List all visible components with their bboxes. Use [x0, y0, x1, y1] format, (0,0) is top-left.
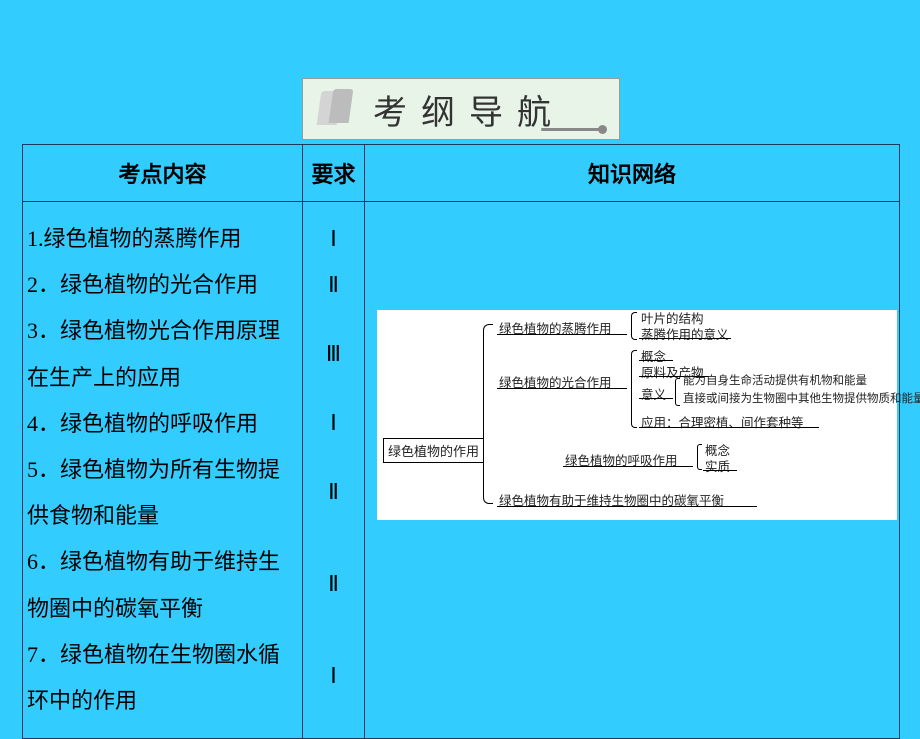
req-3: Ⅲ — [303, 308, 364, 400]
header-requirement: 要求 — [303, 145, 365, 202]
u3b — [703, 470, 737, 471]
u2d — [639, 427, 819, 428]
point-6: 6．绿色植物有助于维持生物圈中的碳氧平衡 — [27, 539, 298, 631]
req-5: Ⅱ — [303, 447, 364, 539]
table-body-row: 1.绿色植物的蒸腾作用 2．绿色植物的光合作用 3．绿色植物光合作用原理在生产上… — [23, 202, 900, 739]
table-header-row: 考点内容 要求 知识网络 — [23, 145, 900, 202]
banner-title: 考纲导航 — [373, 85, 565, 134]
req-2: Ⅱ — [303, 262, 364, 308]
leaf-3b: 实质 — [705, 456, 730, 475]
point-4: 4．绿色植物的呼吸作用 — [27, 401, 298, 447]
underline-1b — [639, 338, 731, 339]
req-4: Ⅰ — [303, 400, 364, 446]
req-7: Ⅰ — [303, 631, 364, 723]
req-1: Ⅰ — [303, 216, 364, 262]
leaf-2d: 应用：合理密植、间作套种等 — [641, 412, 804, 431]
leaf-2c: 意义 — [641, 384, 666, 403]
leaf-2c2: 直接或间接为生物圈中其他生物提供物质和能量 — [683, 390, 920, 406]
network-root: 绿色植物的作用 — [383, 438, 484, 463]
point-3: 3．绿色植物光合作用原理在生产上的应用 — [27, 308, 298, 400]
req-6: Ⅱ — [303, 539, 364, 631]
header-network: 知识网络 — [365, 145, 900, 202]
knowledge-network-diagram: 绿色植物的作用 绿色植物的蒸腾作用 叶片的结构 蒸腾作用的意义 绿色植物的光合作… — [377, 310, 897, 520]
underline-2 — [497, 388, 627, 389]
point-7: 7．绿色植物在生物圈水循环中的作用 — [27, 632, 298, 724]
point-2: 2．绿色植物的光合作用 — [27, 262, 298, 308]
point-5: 5．绿色植物为所有生物提供食物和能量 — [27, 447, 298, 539]
banner-decoration — [541, 128, 601, 131]
network-cell: 绿色植物的作用 绿色植物的蒸腾作用 叶片的结构 蒸腾作用的意义 绿色植物的光合作… — [365, 202, 900, 739]
underline-4 — [497, 506, 757, 507]
syllabus-table: 考点内容 要求 知识网络 1.绿色植物的蒸腾作用 2．绿色植物的光合作用 3．绿… — [22, 144, 900, 739]
books-icon — [315, 89, 365, 129]
requirements-cell: Ⅰ Ⅱ Ⅲ Ⅰ Ⅱ Ⅱ Ⅰ — [303, 202, 365, 739]
leaf-2c1: 能为自身生命活动提供有机物和能量 — [683, 372, 867, 388]
u2a — [639, 360, 673, 361]
leaf-1b: 蒸腾作用的意义 — [641, 324, 729, 343]
main-bracket — [483, 324, 493, 504]
bracket-2 — [631, 350, 637, 428]
bracket-2c — [675, 378, 680, 406]
title-banner: 考纲导航 — [302, 78, 620, 140]
header-points: 考点内容 — [23, 145, 303, 202]
u2c — [639, 398, 673, 399]
points-cell: 1.绿色植物的蒸腾作用 2．绿色植物的光合作用 3．绿色植物光合作用原理在生产上… — [23, 202, 303, 739]
bracket-1 — [631, 312, 637, 340]
underline-3 — [563, 466, 693, 467]
point-1: 1.绿色植物的蒸腾作用 — [27, 216, 298, 262]
underline-1 — [497, 334, 627, 335]
bracket-3 — [697, 444, 702, 470]
